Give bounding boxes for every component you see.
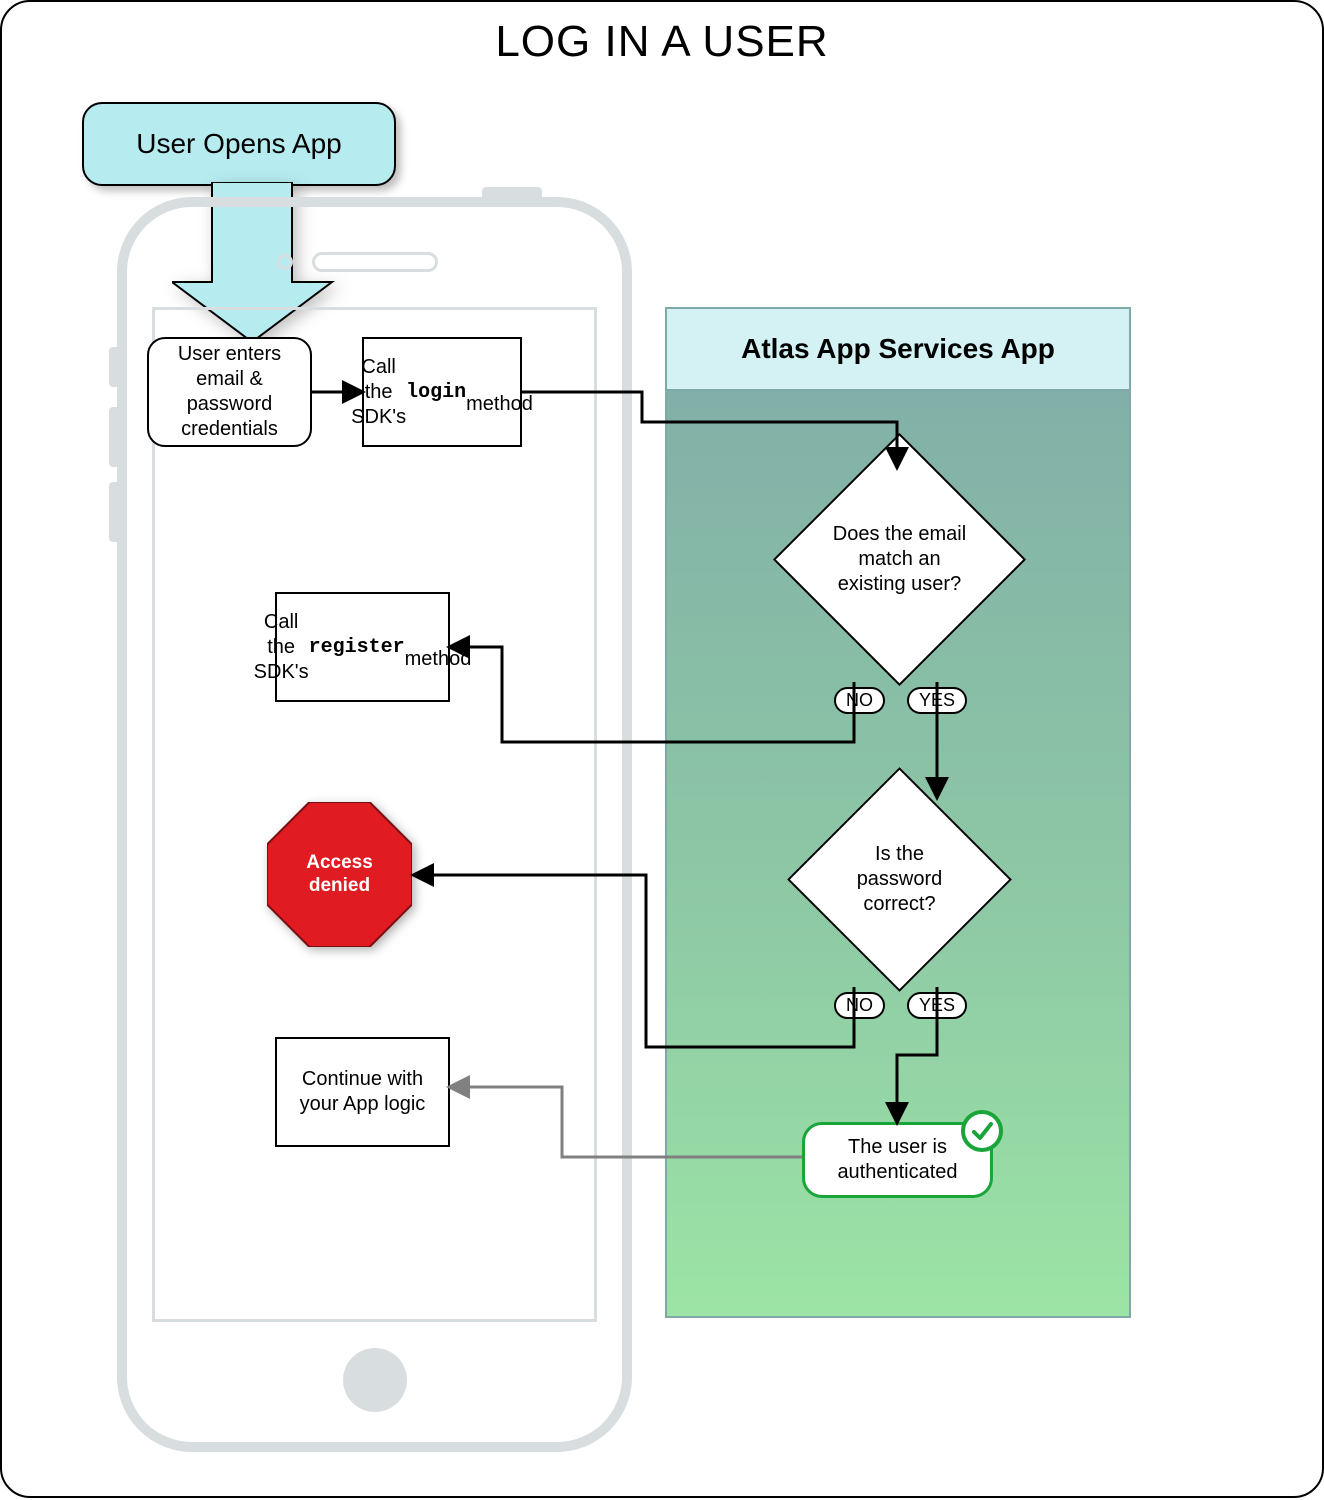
pill-yes-1: YES (907, 687, 967, 714)
node-call-register: Call the SDK'sregistermethod (275, 592, 450, 702)
node-call-login: Call the SDK'sloginmethod (362, 337, 522, 447)
phone-mute-switch (109, 347, 117, 387)
diagram-title: LOG IN A USER (2, 17, 1322, 67)
node-access-denied: Accessdenied (267, 802, 412, 947)
phone-home-button-icon (343, 1348, 407, 1412)
phone-camera-icon (277, 254, 293, 270)
phone-speaker-icon (312, 252, 438, 272)
pill-yes-2: YES (907, 992, 967, 1019)
pill-no-1: NO (834, 687, 885, 714)
start-node: User Opens App (82, 102, 396, 186)
start-node-label: User Opens App (136, 128, 341, 160)
decision-email-match-label: Does the emailmatch anexisting user? (812, 472, 987, 647)
phone-lock-button (482, 187, 542, 197)
phone-volume-up (109, 407, 117, 467)
phone-volume-down (109, 482, 117, 542)
node-enter-credentials: User entersemail &passwordcredentials (147, 337, 312, 447)
diagram-canvas: LOG IN A USER User Opens App Atlas App S… (0, 0, 1324, 1498)
pill-no-2: NO (834, 992, 885, 1019)
check-icon (961, 1110, 1003, 1152)
decision-password-correct-label: Is thepasswordcorrect? (822, 802, 977, 957)
node-continue: Continue withyour App logic (275, 1037, 450, 1147)
server-panel-title: Atlas App Services App (667, 309, 1129, 391)
node-access-denied-label: Accessdenied (267, 802, 412, 947)
